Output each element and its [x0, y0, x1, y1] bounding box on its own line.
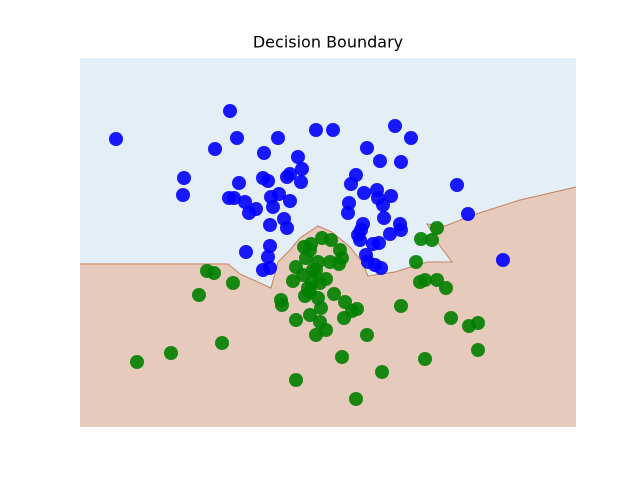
point — [289, 373, 303, 387]
point — [335, 350, 349, 364]
point — [109, 132, 123, 146]
point — [215, 336, 229, 350]
point — [263, 261, 277, 275]
point — [384, 189, 398, 203]
point — [261, 174, 275, 188]
point — [280, 221, 294, 235]
point — [418, 352, 432, 366]
point — [303, 308, 317, 322]
point — [263, 218, 277, 232]
point — [283, 167, 297, 181]
point — [418, 273, 432, 287]
point — [471, 316, 485, 330]
point — [366, 237, 380, 251]
point — [360, 328, 374, 342]
point — [394, 155, 408, 169]
point — [227, 191, 241, 205]
point — [373, 154, 387, 168]
point — [226, 276, 240, 290]
point — [266, 200, 280, 214]
point — [344, 177, 358, 191]
point — [283, 194, 297, 208]
point — [192, 288, 206, 302]
point — [275, 298, 289, 312]
point — [394, 223, 408, 237]
point — [261, 250, 275, 264]
point — [272, 187, 286, 201]
point — [242, 206, 256, 220]
point — [239, 245, 253, 259]
point — [230, 131, 244, 145]
point — [360, 141, 374, 155]
point — [357, 186, 371, 200]
point — [207, 266, 221, 280]
point — [208, 142, 222, 156]
point — [450, 178, 464, 192]
point — [338, 295, 352, 309]
point — [257, 146, 271, 160]
point — [425, 233, 439, 247]
point — [349, 392, 363, 406]
point — [326, 123, 340, 137]
point — [289, 313, 303, 327]
point — [350, 302, 364, 316]
point — [471, 343, 485, 357]
point — [341, 206, 355, 220]
point — [304, 237, 318, 251]
lower-region — [80, 187, 576, 427]
point — [306, 263, 320, 277]
point — [377, 211, 391, 225]
point — [439, 281, 453, 295]
point — [311, 291, 325, 305]
point — [313, 315, 327, 329]
point — [388, 119, 402, 133]
point — [271, 131, 285, 145]
point — [294, 175, 308, 189]
point — [309, 123, 323, 137]
point — [291, 150, 305, 164]
point — [496, 253, 510, 267]
point — [164, 346, 178, 360]
point — [409, 255, 423, 269]
point — [404, 131, 418, 145]
point — [333, 243, 347, 257]
point — [353, 233, 367, 247]
point — [430, 221, 444, 235]
point — [177, 171, 191, 185]
point — [319, 272, 333, 286]
point — [324, 233, 338, 247]
point — [375, 365, 389, 379]
point — [263, 239, 277, 253]
point — [130, 355, 144, 369]
point — [327, 287, 341, 301]
point — [232, 176, 246, 190]
point — [238, 195, 252, 209]
point — [295, 162, 309, 176]
point — [461, 207, 475, 221]
point — [176, 188, 190, 202]
point — [414, 232, 428, 246]
point — [383, 227, 397, 241]
point — [223, 104, 237, 118]
point — [376, 198, 390, 212]
point — [444, 311, 458, 325]
chart-title: Decision Boundary — [253, 33, 403, 52]
point — [430, 273, 444, 287]
point — [394, 299, 408, 313]
point — [301, 281, 315, 295]
point — [374, 261, 388, 275]
